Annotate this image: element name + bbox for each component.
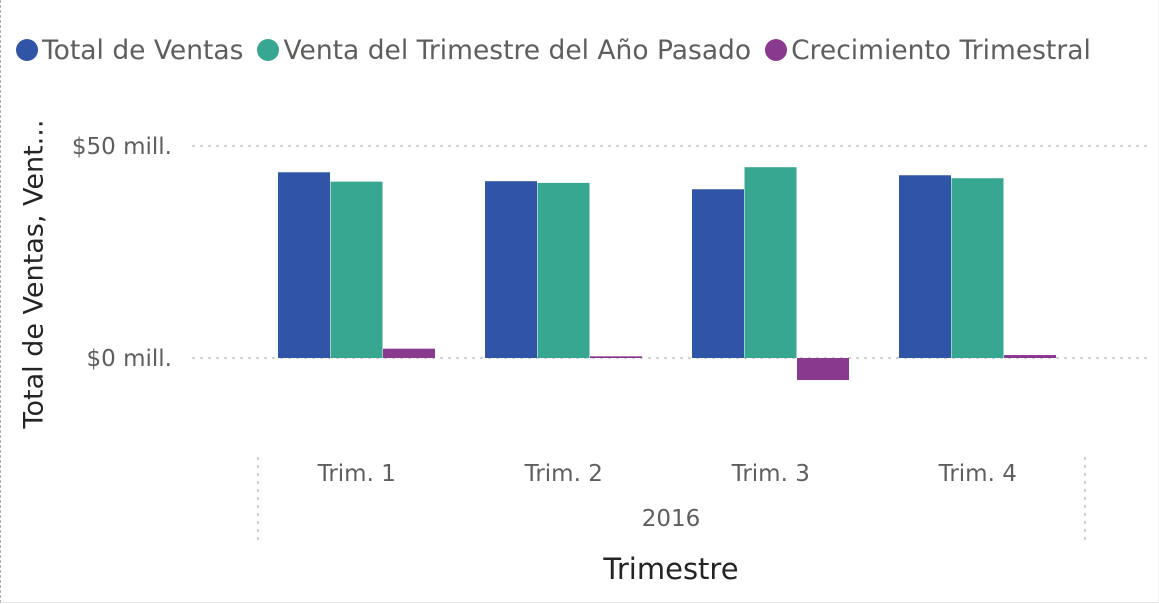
legend-label-venta-anio-pasado: Venta del Trimestre del Año Pasado [283,34,752,66]
bar [383,348,435,358]
bar [692,189,744,358]
bar [951,178,1004,358]
x-tick-label: Trim. 1 [317,461,396,487]
legend-item-venta-anio-pasado[interactable]: Venta del Trimestre del Año Pasado [257,35,751,66]
bar [1004,355,1056,358]
bar [899,175,951,358]
bar [744,167,797,358]
bar [537,182,590,358]
bar [278,172,330,358]
x-axis-title: Trimestre [603,552,739,586]
bar [330,181,383,358]
bar [590,356,642,358]
legend-marker-crecimiento [765,39,788,61]
legend-marker-total-ventas [16,39,38,61]
bar [797,358,849,381]
x-tick-label: Trim. 2 [524,461,603,487]
legend-label-crecimiento: Crecimiento Trimestral [791,34,1091,66]
legend-item-crecimiento[interactable]: Crecimiento Trimestral [765,35,1091,66]
x-tick-label: Trim. 4 [938,461,1017,487]
y-tick-label: $0 mill. [87,346,172,372]
x-group-label: 2016 [642,506,701,532]
bar [485,181,537,358]
legend-label-total-ventas: Total de Ventas [42,34,244,66]
y-tick-label: $50 mill. [72,134,172,160]
legend-item-total-ventas[interactable]: Total de Ventas [16,35,243,66]
legend-marker-venta-anio-pasado [257,39,280,61]
x-tick-label: Trim. 3 [731,461,810,487]
legend: Total de Ventas Venta del Trimestre del … [16,28,1105,72]
